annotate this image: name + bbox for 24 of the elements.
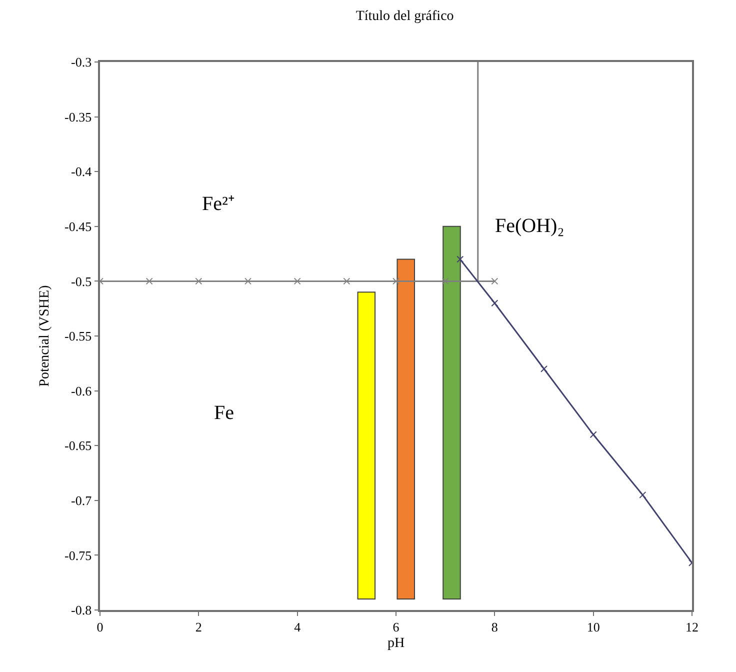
y-tick-label: -0.45 (64, 218, 92, 234)
annotation: Fe²⁺ (202, 193, 235, 215)
y-tick-label: -0.35 (64, 109, 92, 124)
x-tick-label: 12 (686, 619, 698, 634)
x-tick-label: 0 (96, 619, 104, 634)
y-tick-label: -0.7 (71, 492, 92, 508)
chart-title: Título del gráfico (356, 8, 454, 24)
y-tick-label: -0.4 (71, 164, 92, 180)
x-tick-label: 6 (392, 619, 400, 634)
annotation: Fe (214, 402, 234, 424)
y-tick-label: -0.6 (71, 383, 92, 398)
x-tick-label: 10 (586, 619, 600, 634)
y-axis-title: Potencial (VSHE) (38, 284, 53, 387)
annotation: Fe(OH)₂ (495, 215, 564, 237)
y-tick-label: -0.5 (71, 274, 92, 289)
y-tick-label: -0.3 (71, 54, 92, 70)
x-tick-label: 4 (294, 619, 302, 634)
y-tick-label: -0.65 (64, 438, 92, 454)
x-axis-title: pH (387, 636, 405, 652)
y-tick-label: -0.8 (71, 602, 92, 618)
y-tick-label: -0.55 (64, 328, 92, 344)
x-tick-label: 8 (491, 619, 498, 634)
x-tick-label: 2 (195, 619, 202, 634)
y-tick-label: -0.75 (64, 548, 92, 563)
